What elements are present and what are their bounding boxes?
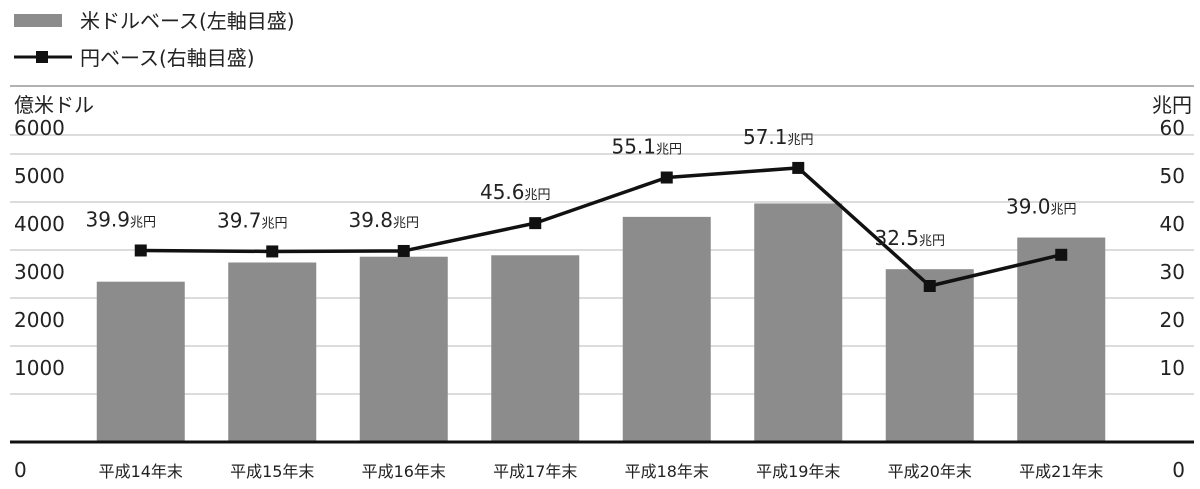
- left-tick-label: 1000: [14, 356, 65, 380]
- data-label: 39.8兆円: [348, 208, 419, 232]
- left-tick-label: 3000: [14, 260, 65, 284]
- bar: [359, 256, 448, 442]
- right-tick-label: 20: [1160, 308, 1185, 332]
- bar: [885, 269, 974, 442]
- bar: [96, 281, 185, 442]
- legend-bar-label: 米ドルベース(左軸目盛): [80, 9, 295, 33]
- data-label: 32.5兆円: [874, 226, 945, 250]
- data-label: 45.6兆円: [480, 180, 551, 204]
- legend-line-label: 円ベース(右軸目盛): [80, 46, 255, 70]
- line-marker: [266, 245, 279, 258]
- series-line: [140, 166, 1062, 288]
- right-tick-label: 50: [1160, 164, 1185, 188]
- line-marker: [792, 161, 805, 174]
- data-label: 39.0兆円: [1006, 195, 1077, 219]
- line-marker: [529, 217, 542, 230]
- line-marker: [1055, 248, 1068, 261]
- category-label: 平成16年末: [362, 462, 446, 481]
- bar: [1017, 237, 1106, 442]
- left-tick-label: 2000: [14, 308, 65, 332]
- data-label: 55.1兆円: [611, 135, 682, 159]
- legend-line-marker: [36, 51, 48, 63]
- bar-series: [96, 203, 1106, 442]
- line-series: [134, 161, 1068, 292]
- line-marker: [923, 280, 936, 292]
- category-label: 平成17年末: [493, 462, 577, 481]
- line-marker: [134, 244, 147, 257]
- category-label: 平成19年末: [756, 462, 840, 481]
- category-label: 平成14年末: [99, 462, 183, 481]
- right-tick-label: 60: [1160, 116, 1185, 140]
- right-tick-label: 0: [1172, 458, 1185, 482]
- bar: [622, 216, 711, 442]
- data-label: 39.7兆円: [217, 208, 288, 232]
- right-tick-label: 10: [1160, 356, 1185, 380]
- category-labels: 平成14年末 平成15年末 平成16年末 平成17年末 平成18年末 平成19年末 平成20…: [99, 462, 1104, 481]
- data-label: 39.9兆円: [85, 207, 156, 231]
- legend-bar-swatch: [14, 14, 62, 27]
- left-tick-label: 4000: [14, 212, 65, 236]
- right-tick-label: 30: [1160, 260, 1185, 284]
- category-label: 平成20年末: [888, 462, 972, 481]
- left-axis-unit: 億米ドル: [14, 93, 94, 117]
- line-marker: [660, 171, 673, 184]
- left-tick-label: 5000: [14, 164, 65, 188]
- line-marker: [397, 244, 410, 257]
- category-label: 平成18年末: [625, 462, 709, 481]
- left-tick-label: 6000: [14, 116, 65, 140]
- data-labels: 39.9兆円 39.7兆円 39.8兆円 45.6兆円 55.1兆円 57.1兆円 32.5…: [85, 125, 1076, 250]
- bar: [754, 203, 843, 442]
- category-label: 平成21年末: [1019, 462, 1103, 481]
- tick-labels: 0 1000 2000 3000 4000 5000 6000 0 10 20 30 40 50 60: [14, 116, 1185, 482]
- legend: 米ドルベース(左軸目盛) 円ベース(右軸目盛): [14, 9, 295, 70]
- bar: [228, 262, 317, 442]
- right-axis-unit: 兆円: [1152, 93, 1192, 117]
- bar: [491, 255, 580, 442]
- right-tick-label: 40: [1160, 212, 1185, 236]
- category-label: 平成15年末: [230, 462, 314, 481]
- data-label: 57.1兆円: [743, 125, 814, 149]
- left-tick-label: 0: [14, 458, 27, 482]
